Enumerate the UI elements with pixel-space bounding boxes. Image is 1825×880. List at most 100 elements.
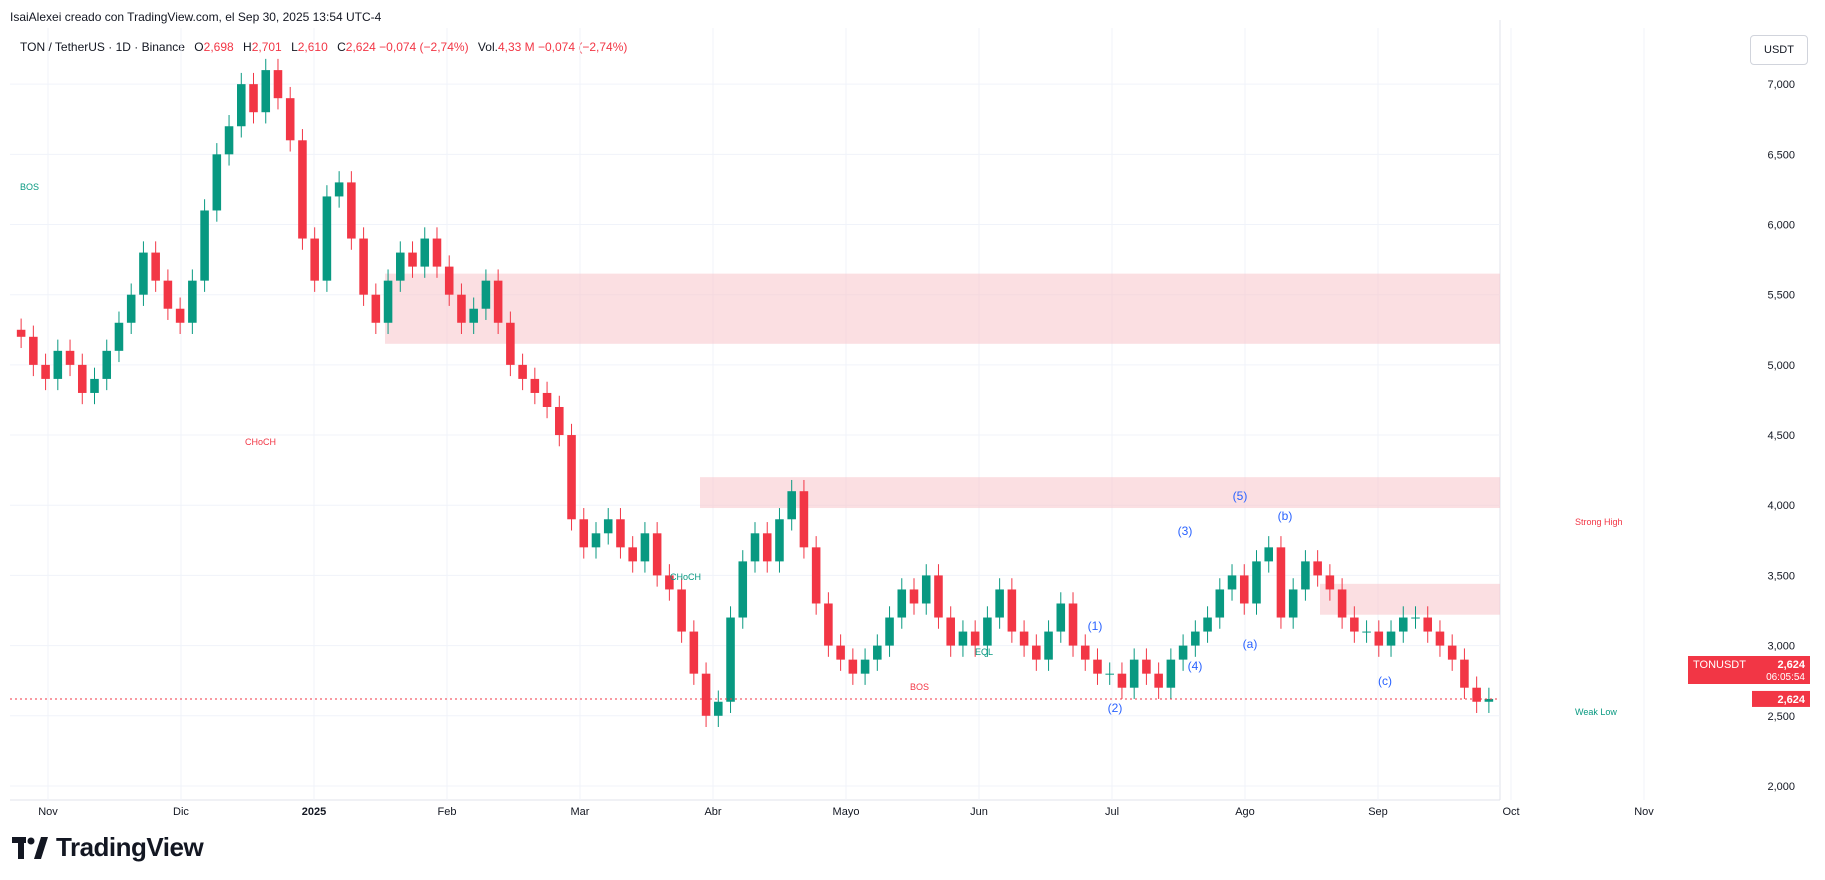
candle-body [1252,561,1261,604]
candle-body [738,561,748,618]
high-value: 2,701 [251,40,282,54]
y-tick-label: 5,000 [1767,360,1795,372]
x-tick-label: 2025 [302,806,326,818]
candle-body [1386,631,1396,646]
candle-body [457,294,466,323]
wave-label: (1) [1088,619,1103,633]
candle-body [873,645,882,660]
structure-label: CHoCH [670,572,701,582]
wave-label: (b) [1278,509,1293,523]
candle-body [1080,645,1090,660]
candle-body [41,364,50,379]
candle-body [224,126,234,155]
candle-body [1411,617,1420,619]
x-tick-label: Feb [438,806,457,818]
candle-body [616,519,625,548]
candle-body [811,547,821,604]
candle-body [775,519,784,562]
candle-body [371,294,381,323]
supply-zone [385,273,1500,344]
candle-body [848,659,858,674]
candle-body [652,533,662,576]
x-tick-label: Oct [1502,806,1519,818]
candle-body [114,322,124,351]
last-price-value: 2,624 [1777,659,1805,671]
open-label: O [194,40,204,54]
candle-body [726,617,735,702]
candle-body [579,519,589,548]
candle-body [469,308,478,323]
y-tick-label: 3,500 [1767,570,1795,582]
candle-body [53,350,63,379]
y-tick-label: 6,000 [1767,220,1795,232]
volume-change: −0,074 (−2,74%) [537,40,628,54]
structure-label: Weak Low [1575,707,1617,717]
candle-body [824,603,833,646]
time-axis: Nov Dic 2025 Feb Mar Abr Mayo Jun Jul Ago Sep Oct No… [38,806,1654,818]
x-tick-label: Ago [1235,806,1255,818]
close-label: C [337,40,346,54]
candle-body [444,266,454,295]
candle-body [603,519,613,534]
candle-body [762,533,772,562]
candle-body [628,547,637,562]
x-tick-label: Nov [38,806,58,818]
candle-body [1044,631,1053,660]
candle-body [77,364,87,393]
wave-label: (a) [1243,637,1258,651]
candle-body [481,280,491,309]
symbol-title[interactable]: TON / TetherUS · 1D · Binance [20,40,185,54]
candle-body [640,533,650,562]
structure-label: EQL [975,647,993,657]
candle-body [1301,561,1310,590]
open-value: 2,698 [203,40,234,54]
candle-body [90,378,99,393]
last-price-symbol: TONUSDT [1693,659,1746,671]
candle-body [665,575,674,590]
price-countdown: 06:05:54 [1766,672,1805,683]
candle-body [1447,645,1457,660]
structure-label: Strong High [1575,517,1623,527]
supply-zone [700,477,1500,509]
candle-body [396,252,405,281]
candle-body [347,182,356,239]
candle-body [298,140,307,239]
x-tick-label: Nov [1634,806,1654,818]
candle-body [1007,589,1017,632]
candle-body [163,280,173,309]
candle-body [29,336,38,365]
candle-body [408,252,417,267]
candle-body [1460,659,1469,688]
candle-body [420,238,430,267]
candle-body [1068,603,1078,646]
candle-body [970,631,980,646]
currency-button[interactable]: USDT [1750,35,1808,65]
close-value: 2,624 [345,40,376,54]
volume-value: 4,33 M [497,40,535,54]
current-price-badge [1752,690,1810,707]
chart-credit: IsaiAlexei creado con TradingView.com, e… [10,10,382,24]
x-tick-label: Abr [704,806,721,818]
candle-body [126,294,136,323]
tradingview-logo[interactable]: TradingView [12,832,204,863]
wave-label: (2) [1108,701,1123,715]
candle-body [212,154,222,211]
candle-body [1191,631,1200,646]
y-tick-label: 5,500 [1767,290,1795,302]
candle-body [983,617,992,646]
price-chart[interactable]: BOS CHoCH BOS CHoCH EQL Strong High Weak Low (1… [0,0,1825,820]
candle-body [175,308,185,323]
tradingview-mark-icon [12,836,48,859]
wave-label: (c) [1378,674,1392,688]
candle-body [1472,687,1481,702]
candle-body [555,406,564,436]
wave-label: (5) [1233,489,1248,503]
candle-body [934,575,943,618]
candle-body [139,252,148,295]
candle-body [188,280,197,323]
high-label: H [243,40,252,54]
chart-grid [10,20,1645,801]
candle-body [273,70,283,99]
candle-body [151,252,160,281]
change-value: −0,074 (−2,74%) [379,40,469,54]
